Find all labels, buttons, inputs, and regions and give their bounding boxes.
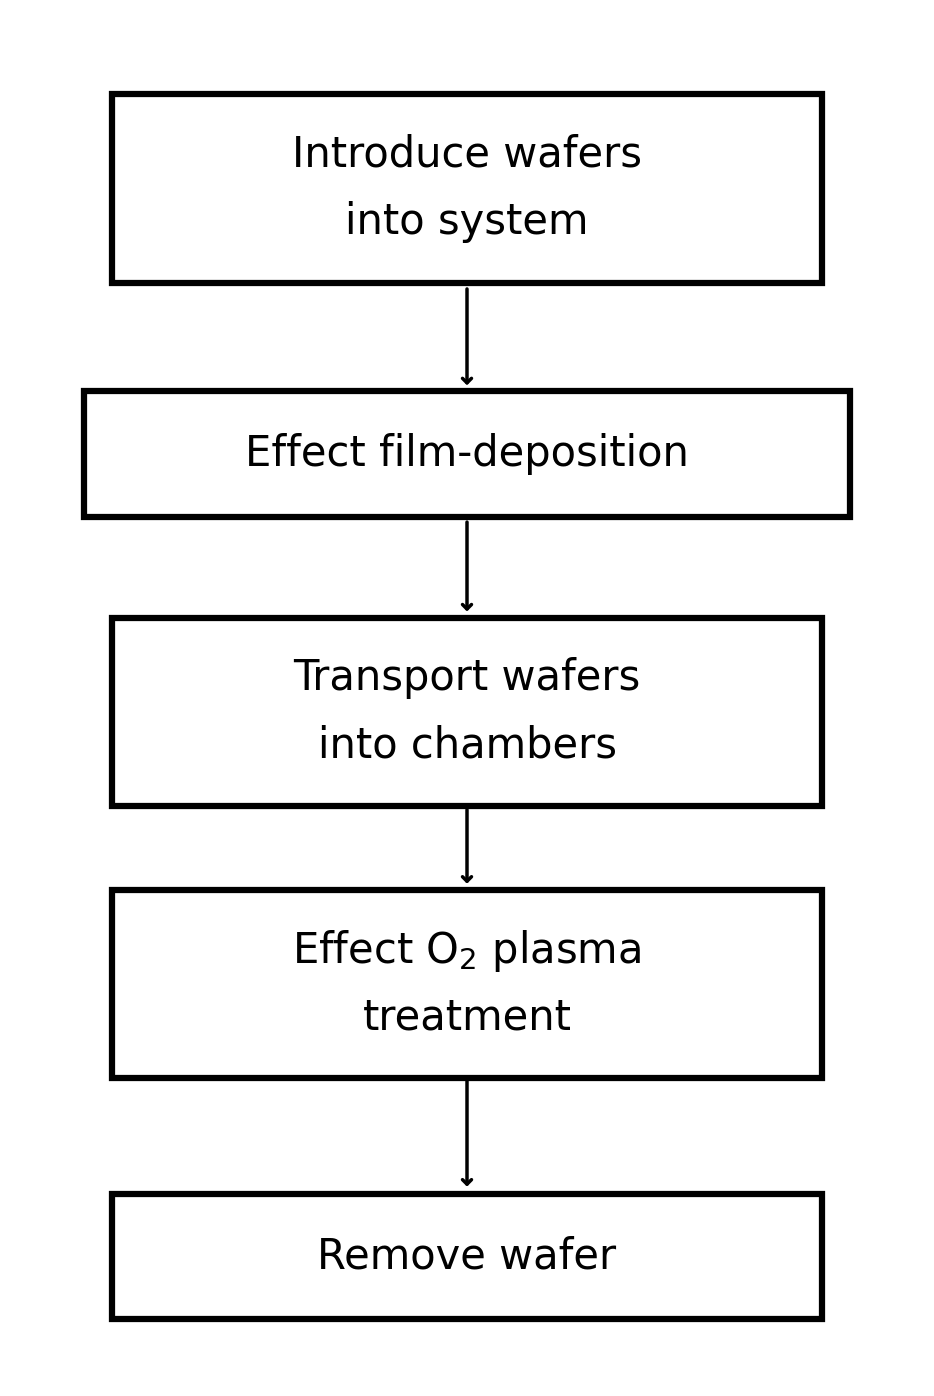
Text: Introduce wafers: Introduce wafers <box>292 134 642 176</box>
Text: Effect O$_2$ plasma: Effect O$_2$ plasma <box>292 928 642 973</box>
Text: Remove wafer: Remove wafer <box>318 1235 616 1277</box>
Bar <box>112 1194 822 1319</box>
Text: Effect film-deposition: Effect film-deposition <box>245 433 689 475</box>
Text: treatment: treatment <box>362 997 572 1039</box>
Bar <box>112 617 822 807</box>
Bar <box>112 891 822 1078</box>
Bar <box>84 391 850 517</box>
Bar <box>112 95 822 282</box>
Text: into chambers: into chambers <box>318 725 616 766</box>
Text: into system: into system <box>346 201 588 243</box>
Text: Transport wafers: Transport wafers <box>293 658 641 699</box>
